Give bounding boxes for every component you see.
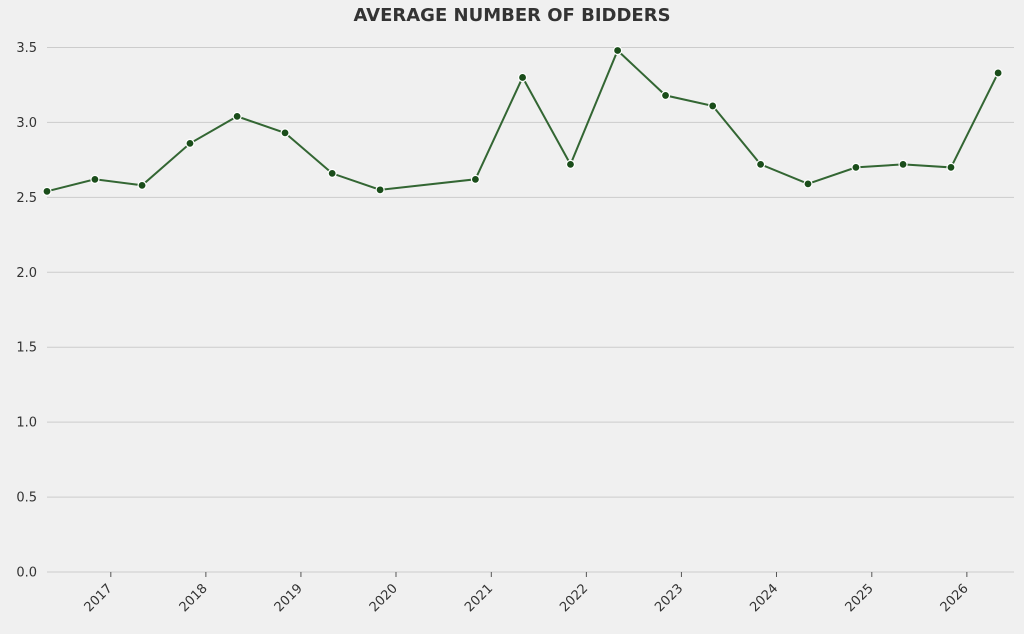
x-tick-label: 2023 bbox=[652, 581, 686, 615]
x-axis: 2017 2018 2019 2020 2021 2022 2023 2024 2025 2026 bbox=[82, 572, 972, 615]
x-tick-label: 2024 bbox=[747, 581, 781, 615]
y-axis: 0.0 0.5 1.0 1.5 2.0 2.5 3.0 3.5 bbox=[16, 41, 37, 581]
data-point bbox=[517, 72, 528, 83]
y-tick-label: 1.0 bbox=[16, 416, 37, 431]
data-point bbox=[993, 68, 1003, 78]
data-point bbox=[232, 111, 242, 122]
x-tick-label: 2021 bbox=[462, 581, 496, 615]
data-point bbox=[898, 159, 908, 169]
series-line bbox=[46, 48, 999, 193]
data-point bbox=[470, 174, 481, 184]
series-group bbox=[42, 45, 1003, 196]
y-tick-label: 3.0 bbox=[16, 116, 37, 131]
x-tick-label: 2020 bbox=[367, 581, 401, 615]
data-point bbox=[803, 179, 813, 189]
x-tick-label: 2017 bbox=[82, 581, 116, 615]
data-point bbox=[185, 138, 195, 148]
y-tick-label: 0.5 bbox=[16, 491, 37, 506]
data-point bbox=[375, 185, 385, 195]
data-point bbox=[755, 159, 766, 169]
data-point bbox=[660, 90, 671, 101]
y-tick-label: 2.0 bbox=[16, 266, 37, 281]
x-tick-label: 2025 bbox=[843, 581, 877, 615]
x-tick-label: 2026 bbox=[938, 581, 972, 615]
y-tick-label: 1.5 bbox=[16, 341, 37, 356]
y-tick-label: 0.0 bbox=[16, 566, 37, 581]
data-point bbox=[708, 101, 718, 111]
x-tick-label: 2019 bbox=[272, 581, 306, 615]
data-point bbox=[137, 180, 147, 190]
x-tick-label: 2018 bbox=[177, 581, 211, 615]
data-point bbox=[946, 162, 956, 172]
data-point bbox=[42, 186, 52, 196]
chart-title: AVERAGE NUMBER OF BIDDERS bbox=[353, 5, 670, 26]
data-point bbox=[851, 162, 861, 172]
data-point bbox=[90, 174, 100, 184]
gridlines bbox=[47, 46, 1014, 573]
data-point bbox=[327, 168, 337, 178]
data-point bbox=[565, 159, 576, 169]
y-tick-label: 2.5 bbox=[16, 191, 37, 206]
y-tick-label: 3.5 bbox=[16, 41, 37, 56]
data-point bbox=[280, 128, 290, 138]
data-point bbox=[613, 45, 623, 56]
x-tick-label: 2022 bbox=[557, 581, 591, 615]
